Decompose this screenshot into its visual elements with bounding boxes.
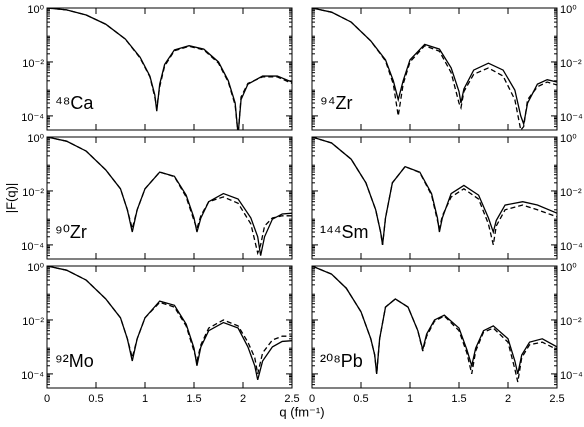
x-tick-label: 1: [142, 393, 148, 405]
y-tick-label: 10⁻²: [560, 187, 582, 199]
y-tick-label: 10⁻⁴: [21, 112, 44, 124]
x-tick-label: 1.5: [451, 393, 466, 405]
curve: [312, 8, 557, 127]
curve: [47, 8, 292, 130]
x-tick-label: 0.5: [88, 393, 103, 405]
y-tick-label: 10⁰: [27, 133, 44, 145]
y-tick-label: 10⁰: [27, 4, 44, 16]
panel: 10⁰ 10⁻² 10⁻⁴ ⁹⁰Zr: [21, 133, 293, 260]
x-tick-label: 2: [240, 393, 246, 405]
y-tick-label: 10⁻⁴: [21, 241, 44, 253]
panel-frame: [311, 265, 558, 389]
y-tick-label: 10⁻⁴: [21, 370, 44, 382]
curve: [312, 8, 557, 130]
x-tick-label: 0: [44, 393, 50, 405]
x-tick-label: 0.5: [353, 393, 368, 405]
y-tick-label: 10⁻²: [22, 187, 44, 199]
y-tick-label: 10⁰: [27, 262, 44, 274]
y-tick-label: 10⁻⁴: [560, 112, 583, 124]
curve: [47, 8, 292, 130]
x-tick-label: 2.5: [284, 393, 299, 405]
curve: [312, 137, 557, 246]
curve: [47, 266, 292, 375]
panel: 10⁰ 10⁻² 10⁻⁴ ⁹⁴Zr: [311, 4, 583, 131]
curve: [47, 137, 292, 256]
y-tick-label: 10⁻⁴: [560, 370, 583, 382]
curve: [47, 137, 292, 256]
panel-frame: [311, 136, 558, 260]
y-tick-label: 10⁻²: [22, 58, 44, 70]
y-tick-label: 10⁻⁴: [560, 241, 583, 253]
nucleus-label: ⁴⁸Ca: [55, 93, 94, 113]
nucleus-label: ⁹⁴Zr: [320, 93, 352, 113]
x-tick-label: 0: [309, 393, 315, 405]
x-tick-label: 2: [505, 393, 511, 405]
y-tick-label: 10⁻²: [560, 316, 582, 328]
curve: [312, 266, 557, 375]
panel-frame: [311, 7, 558, 131]
nucleus-label: ²⁰⁸Pb: [320, 351, 363, 371]
nucleus-label: ¹⁴⁴Sm: [320, 222, 368, 242]
panel: 10⁰ 10⁻² 10⁻⁴ ¹⁴⁴Sm: [311, 133, 583, 260]
x-tick-label: 2.5: [549, 393, 564, 405]
y-tick-label: 10⁰: [560, 262, 577, 274]
panel-frame: [46, 7, 293, 131]
nucleus-label: ⁹²Mo: [55, 351, 94, 371]
y-tick-label: 10⁻²: [560, 58, 582, 70]
y-tick-label: 10⁻²: [22, 316, 44, 328]
curve: [312, 137, 557, 245]
y-tick-label: 10⁰: [560, 4, 577, 16]
y-axis-label: |F(q)|: [3, 183, 18, 214]
panel: 10⁰ 10⁻² 10⁻⁴ 0 0.5 1 1.5 2 2.5 ²⁰⁸Pb: [309, 262, 583, 405]
panel: 10⁰ 10⁻² 10⁻⁴0 0.5 1 1.5 2 2.5 ⁹²Mo: [21, 262, 299, 405]
panel-frame: [46, 265, 293, 389]
curve: [47, 266, 292, 381]
x-tick-label: 1: [407, 393, 413, 405]
panel-frame: [46, 136, 293, 260]
nucleus-label: ⁹⁰Zr: [55, 222, 87, 242]
y-tick-label: 10⁰: [560, 133, 577, 145]
x-tick-label: 1.5: [186, 393, 201, 405]
x-axis-label: q (fm⁻¹): [279, 404, 324, 419]
panel: 10⁰ 10⁻² 10⁻⁴ ⁴⁸Ca: [21, 4, 293, 131]
curve: [312, 266, 557, 383]
